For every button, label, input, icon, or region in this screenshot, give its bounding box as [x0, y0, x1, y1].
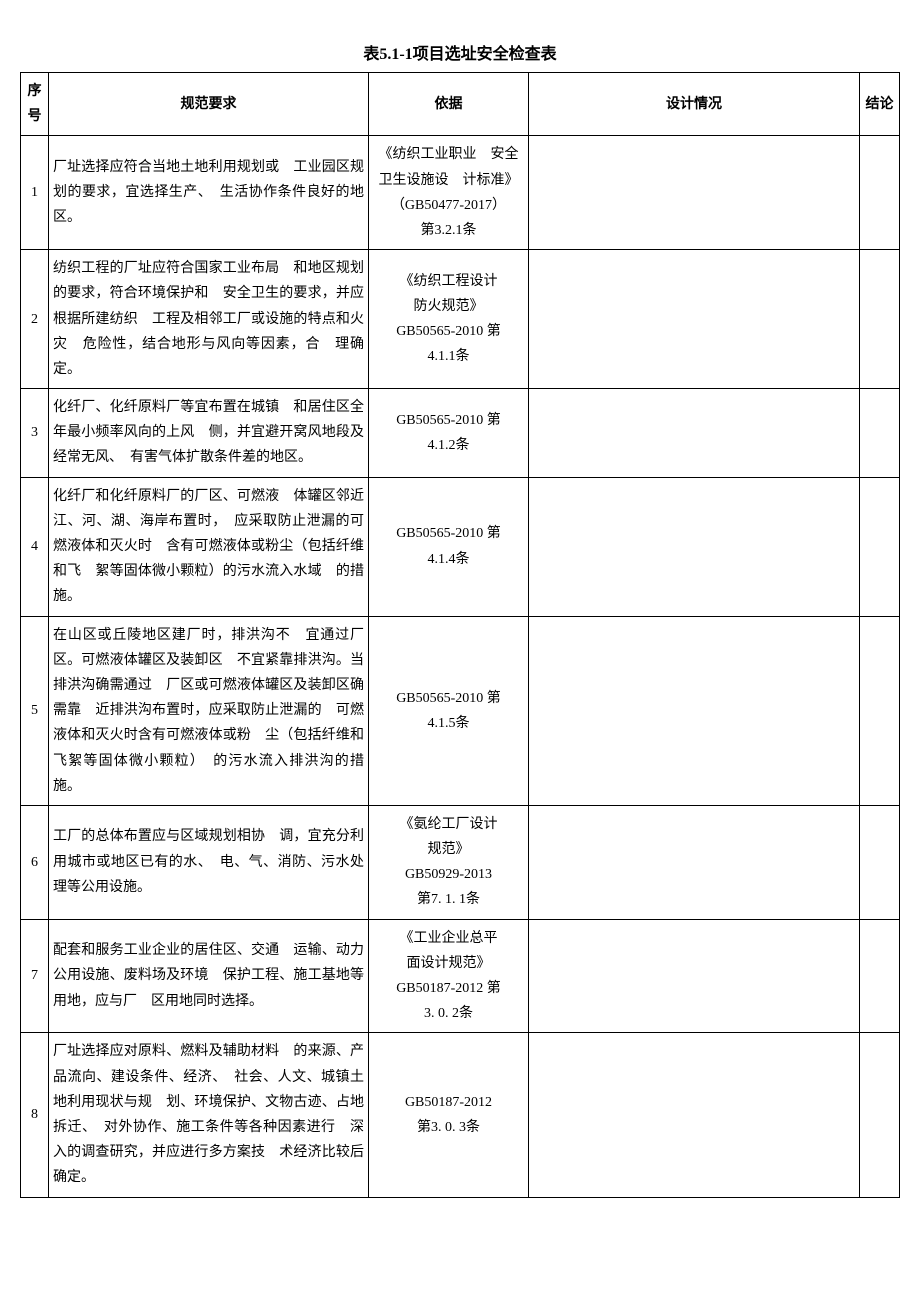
cell-seq: 1	[21, 136, 49, 250]
table-title: 表5.1-1项目选址安全检查表	[20, 40, 900, 64]
cell-basis: GB50565-2010 第4.1.5条	[369, 616, 529, 805]
table-row: 6工厂的总体布置应与区域规划相协 调，宜充分利用城市或地区已有的水、 电、气、消…	[21, 805, 900, 919]
table-row: 8厂址选择应对原料、燃料及辅助材料 的来源、产品流向、建设条件、经济、 社会、人…	[21, 1033, 900, 1197]
header-req: 规范要求	[49, 73, 369, 136]
cell-req: 化纤厂、化纤原料厂等宜布置在城镇 和居住区全年最小频率风向的上风 侧，并宜避开窝…	[49, 389, 369, 478]
cell-design	[529, 389, 860, 478]
cell-design	[529, 477, 860, 616]
cell-result	[860, 1033, 900, 1197]
cell-result	[860, 136, 900, 250]
cell-seq: 5	[21, 616, 49, 805]
cell-seq: 4	[21, 477, 49, 616]
cell-design	[529, 136, 860, 250]
cell-seq: 3	[21, 389, 49, 478]
cell-result	[860, 389, 900, 478]
cell-req: 在山区或丘陵地区建厂时，排洪沟不 宜通过厂区。可燃液体罐区及装卸区 不宜紧靠排洪…	[49, 616, 369, 805]
cell-result	[860, 477, 900, 616]
cell-basis: GB50565-2010 第4.1.2条	[369, 389, 529, 478]
cell-basis: 《氨纶工厂设计规范》GB50929-2013第7. 1. 1条	[369, 805, 529, 919]
cell-req: 化纤厂和化纤原料厂的厂区、可燃液 体罐区邻近江、河、湖、海岸布置时， 应采取防止…	[49, 477, 369, 616]
cell-req: 厂址选择应符合当地土地利用规划或 工业园区规划的要求，宜选择生产、 生活协作条件…	[49, 136, 369, 250]
header-seq: 序号	[21, 73, 49, 136]
cell-seq: 8	[21, 1033, 49, 1197]
cell-result	[860, 805, 900, 919]
header-basis: 依据	[369, 73, 529, 136]
cell-basis: 《纺织工程设计防火规范》GB50565-2010 第4.1.1条	[369, 250, 529, 389]
cell-design	[529, 250, 860, 389]
cell-result	[860, 919, 900, 1033]
safety-check-table: 序号 规范要求 依据 设计情况 结论 1厂址选择应符合当地土地利用规划或 工业园…	[20, 72, 900, 1198]
cell-result	[860, 250, 900, 389]
cell-req: 工厂的总体布置应与区域规划相协 调，宜充分利用城市或地区已有的水、 电、气、消防…	[49, 805, 369, 919]
header-result: 结论	[860, 73, 900, 136]
cell-seq: 7	[21, 919, 49, 1033]
cell-seq: 2	[21, 250, 49, 389]
cell-req: 配套和服务工业企业的居住区、交通 运输、动力公用设施、废料场及环境 保护工程、施…	[49, 919, 369, 1033]
cell-basis: GB50565-2010 第4.1.4条	[369, 477, 529, 616]
table-row: 3化纤厂、化纤原料厂等宜布置在城镇 和居住区全年最小频率风向的上风 侧，并宜避开…	[21, 389, 900, 478]
cell-result	[860, 616, 900, 805]
cell-basis: 《工业企业总平面设计规范》GB50187-2012 第3. 0. 2条	[369, 919, 529, 1033]
header-design: 设计情况	[529, 73, 860, 136]
cell-design	[529, 616, 860, 805]
cell-basis: GB50187-2012第3. 0. 3条	[369, 1033, 529, 1197]
cell-design	[529, 1033, 860, 1197]
cell-seq: 6	[21, 805, 49, 919]
cell-basis: 《纺织工业职业 安全卫生设施设 计标准》（GB50477-2017）第3.2.1…	[369, 136, 529, 250]
cell-req: 厂址选择应对原料、燃料及辅助材料 的来源、产品流向、建设条件、经济、 社会、人文…	[49, 1033, 369, 1197]
table-row: 5在山区或丘陵地区建厂时，排洪沟不 宜通过厂区。可燃液体罐区及装卸区 不宜紧靠排…	[21, 616, 900, 805]
cell-req: 纺织工程的厂址应符合国家工业布局 和地区规划的要求，符合环境保护和 安全卫生的要…	[49, 250, 369, 389]
table-row: 7配套和服务工业企业的居住区、交通 运输、动力公用设施、废料场及环境 保护工程、…	[21, 919, 900, 1033]
table-header-row: 序号 规范要求 依据 设计情况 结论	[21, 73, 900, 136]
cell-design	[529, 919, 860, 1033]
table-row: 2纺织工程的厂址应符合国家工业布局 和地区规划的要求，符合环境保护和 安全卫生的…	[21, 250, 900, 389]
table-row: 1厂址选择应符合当地土地利用规划或 工业园区规划的要求，宜选择生产、 生活协作条…	[21, 136, 900, 250]
table-row: 4化纤厂和化纤原料厂的厂区、可燃液 体罐区邻近江、河、湖、海岸布置时， 应采取防…	[21, 477, 900, 616]
cell-design	[529, 805, 860, 919]
